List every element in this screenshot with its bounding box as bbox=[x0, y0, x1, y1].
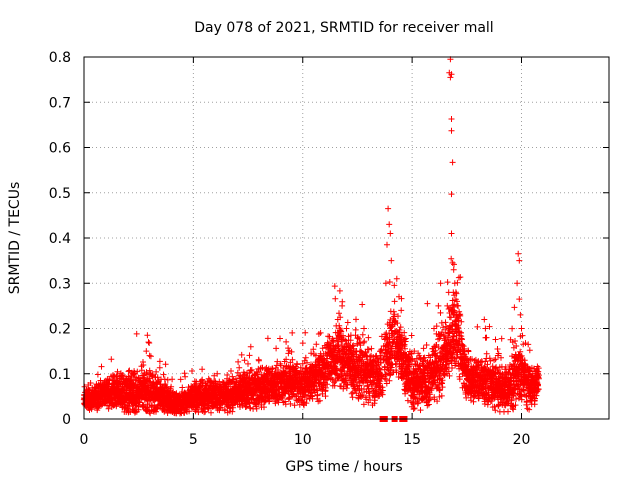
data-point bbox=[186, 408, 193, 415]
data-point bbox=[214, 370, 221, 377]
data-point bbox=[189, 368, 195, 374]
data-point bbox=[474, 323, 481, 330]
data-point bbox=[332, 295, 339, 302]
data-point bbox=[94, 371, 101, 378]
data-point bbox=[448, 255, 455, 262]
data-point bbox=[238, 351, 245, 358]
data-point bbox=[160, 371, 167, 378]
data-point bbox=[498, 335, 505, 342]
data-point bbox=[289, 329, 296, 336]
data-point bbox=[195, 409, 202, 416]
data-point bbox=[353, 316, 359, 323]
data-point bbox=[153, 368, 160, 375]
data-point bbox=[217, 404, 224, 411]
data-point bbox=[241, 357, 248, 364]
data-point bbox=[302, 329, 309, 336]
data-point bbox=[177, 376, 184, 383]
data-point bbox=[156, 358, 163, 365]
data-point bbox=[277, 335, 283, 342]
data-point bbox=[202, 408, 209, 415]
data-point bbox=[205, 405, 212, 412]
data-point bbox=[451, 261, 457, 268]
data-point bbox=[164, 376, 171, 383]
data-point bbox=[134, 368, 141, 375]
data-point bbox=[153, 408, 159, 415]
data-point bbox=[291, 402, 298, 409]
data-point bbox=[509, 325, 516, 332]
data-point bbox=[119, 373, 126, 380]
data-point bbox=[420, 345, 427, 352]
data-point bbox=[494, 346, 501, 352]
grid bbox=[84, 57, 609, 419]
data-point bbox=[138, 367, 145, 374]
data-point bbox=[114, 368, 121, 375]
data-point bbox=[382, 376, 389, 383]
data-point bbox=[483, 350, 490, 357]
data-point bbox=[182, 373, 189, 380]
data-point bbox=[169, 376, 176, 383]
data-point bbox=[313, 341, 320, 348]
data-point bbox=[98, 363, 105, 370]
data-point bbox=[511, 304, 518, 311]
data-point bbox=[162, 381, 169, 387]
data-point bbox=[417, 407, 424, 414]
data-point bbox=[331, 283, 338, 290]
data-point bbox=[247, 343, 254, 350]
data-point bbox=[87, 380, 94, 386]
data-point bbox=[236, 364, 243, 371]
data-point bbox=[235, 358, 242, 365]
data-point bbox=[423, 342, 430, 348]
data-point bbox=[228, 368, 234, 374]
data-point bbox=[264, 335, 271, 342]
data-point bbox=[208, 409, 214, 416]
data-point bbox=[344, 319, 351, 326]
data-point bbox=[302, 354, 309, 361]
data-point bbox=[168, 383, 175, 390]
data-point bbox=[386, 279, 393, 285]
data-point bbox=[199, 366, 206, 373]
data-point bbox=[154, 374, 161, 381]
data-point bbox=[140, 362, 147, 368]
data-point bbox=[146, 340, 153, 346]
data-point bbox=[125, 368, 132, 375]
data-point bbox=[492, 336, 499, 343]
data-point bbox=[273, 345, 280, 352]
data-point bbox=[149, 371, 156, 378]
data-point bbox=[444, 279, 451, 286]
data-point bbox=[162, 361, 169, 368]
data-point bbox=[255, 356, 262, 363]
data-point bbox=[81, 383, 88, 390]
data-point bbox=[299, 340, 306, 347]
data-point bbox=[397, 324, 404, 331]
data-point bbox=[246, 352, 253, 359]
data-point bbox=[133, 330, 140, 337]
data-point bbox=[179, 384, 186, 391]
data-point bbox=[156, 364, 163, 371]
data-points bbox=[80, 56, 542, 422]
data-point bbox=[147, 353, 154, 360]
data-point bbox=[108, 356, 115, 363]
data-point bbox=[505, 408, 511, 415]
data-point bbox=[457, 274, 464, 281]
data-point bbox=[408, 332, 415, 339]
data-point bbox=[336, 310, 342, 317]
data-point bbox=[245, 360, 251, 367]
data-point bbox=[118, 372, 125, 379]
data-point bbox=[97, 377, 104, 384]
data-point bbox=[359, 301, 366, 308]
data-point bbox=[352, 326, 359, 333]
data-point bbox=[285, 350, 292, 357]
data-point bbox=[437, 309, 444, 316]
data-point bbox=[283, 338, 290, 345]
